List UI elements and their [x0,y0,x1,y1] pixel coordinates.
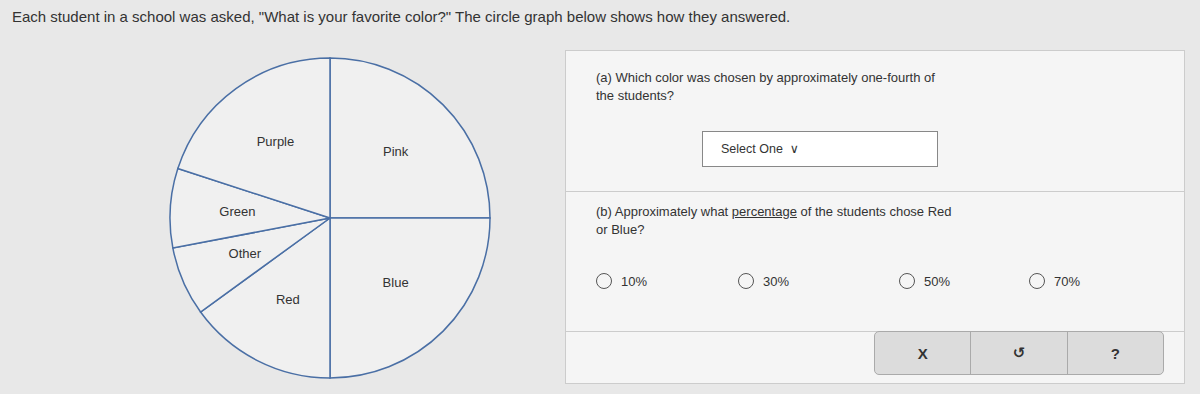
pie-slice [178,58,330,218]
option-label: 10% [621,274,647,289]
option[interactable]: 30% [738,273,789,289]
slice-label: Other [229,246,262,261]
option[interactable]: 70% [1029,273,1080,289]
divider [566,191,1184,192]
question-b: (b) Approximately what percentage of the… [596,203,952,238]
radio-button[interactable] [899,273,915,289]
button[interactable]: ? [1067,332,1163,374]
option-label: 50% [924,274,950,289]
option-label: 70% [1054,274,1080,289]
slice-label: Blue [383,275,409,290]
question-text: (a) Which color was chosen by approximat… [596,70,935,103]
button-bar: X↺? [874,331,1164,375]
title: Each student in a school was asked, "Wha… [12,8,790,25]
slice-label: Red [276,292,300,307]
radio-button[interactable] [738,273,754,289]
slice-label: Pink [383,144,409,159]
slice-label: Green [219,204,255,219]
option[interactable]: 50% [899,273,950,289]
dropdown[interactable]: Select One ∨ [702,131,938,167]
option[interactable]: 10% [596,273,647,289]
slice-label: Purple [257,134,295,149]
button[interactable]: ↺ [970,332,1066,374]
underlined-text: percentage [732,204,797,219]
pie-slice [330,58,490,218]
radio-button[interactable] [596,273,612,289]
option-label: 30% [763,274,789,289]
pie-slice [330,218,490,378]
pie-chart: Pink Blue Red Other Green Purple [0,40,560,394]
question-text: (b) Approximately what [596,204,732,219]
question-a: (a) Which color was chosen by approximat… [596,69,935,104]
button[interactable]: X [875,332,970,374]
question-panel: (a) Which color was chosen by approximat… [565,50,1185,384]
radio-button[interactable] [1029,273,1045,289]
